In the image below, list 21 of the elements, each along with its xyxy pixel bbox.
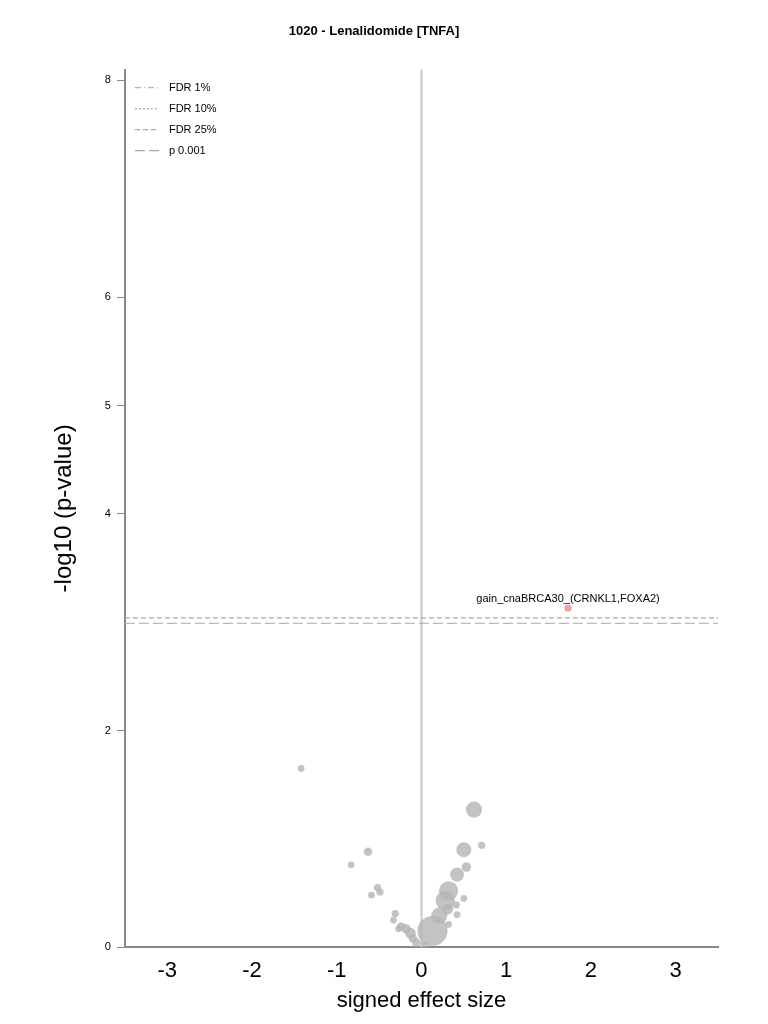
chart-title: 1020 - Lenalidomide [TNFA] bbox=[288, 23, 460, 39]
x-tick-label: 1 bbox=[500, 957, 513, 983]
x-tick-label: -2 bbox=[242, 957, 262, 983]
legend-label: p 0.001 bbox=[168, 143, 206, 156]
y-axis-title: -log10 (p-value) bbox=[49, 424, 77, 593]
y-tick-label: 2 bbox=[104, 723, 111, 736]
x-tick-label: -3 bbox=[157, 957, 178, 983]
y-tick-label: 5 bbox=[104, 398, 111, 411]
y-tick-label: 6 bbox=[104, 290, 111, 303]
x-tick-label: 3 bbox=[669, 957, 682, 983]
x-axis-title: signed effect size bbox=[336, 986, 507, 1012]
annotation: gain_cnaBRCA30_(CRNKL1,FOXA2) bbox=[476, 591, 660, 604]
y-tick-label: 0 bbox=[104, 940, 111, 953]
legend-label: FDR 10% bbox=[168, 101, 217, 114]
x-tick-label: 0 bbox=[415, 957, 428, 983]
y-tick-label: 4 bbox=[104, 506, 111, 519]
legend-label: FDR 25% bbox=[168, 122, 217, 135]
x-tick-label: -1 bbox=[326, 957, 347, 983]
y-tick-label: 8 bbox=[104, 73, 111, 86]
legend-label: FDR 1% bbox=[168, 80, 211, 93]
x-tick-label: 2 bbox=[584, 957, 598, 983]
